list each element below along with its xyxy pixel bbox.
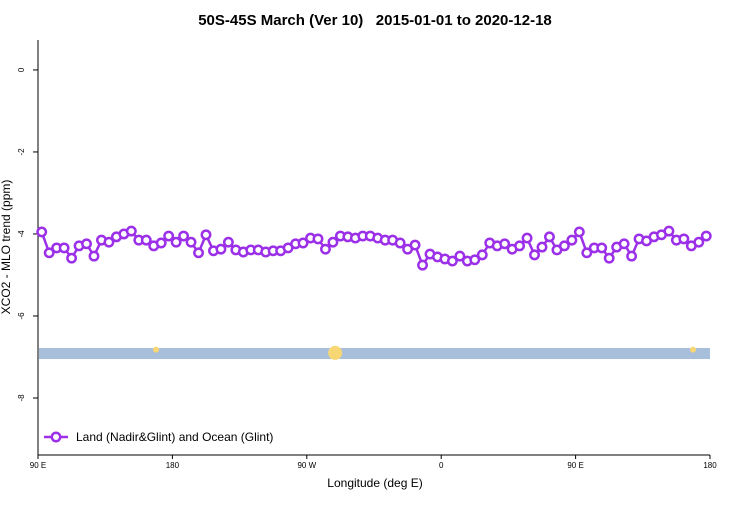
data-point [125, 225, 137, 237]
y-tick-label: 0 [17, 67, 26, 72]
data-point [678, 233, 690, 245]
data-point [155, 237, 167, 249]
data-point [66, 252, 78, 264]
coverage-spot [152, 346, 159, 353]
x-tick-label: 0 [439, 461, 444, 470]
data-point [476, 249, 488, 261]
data-point [446, 255, 458, 267]
data-point [312, 233, 324, 245]
data-point [88, 250, 100, 262]
data-point [536, 241, 548, 253]
data-point [558, 240, 570, 252]
y-axis-label: XCO2 - MLO trend (ppm) [0, 180, 13, 315]
data-point [454, 250, 466, 262]
x-tick-label: 180 [166, 461, 180, 470]
x-tick-label: 90 E [30, 461, 46, 470]
data-point [163, 230, 175, 242]
data-point [193, 247, 204, 259]
data-point [596, 242, 608, 254]
data-point [581, 247, 593, 259]
data-point [544, 231, 555, 243]
data-point [603, 252, 615, 264]
coverage-spot [328, 345, 343, 360]
chart-title: 50S-45S March (Ver 10) 2015-01-01 to 202… [198, 12, 552, 29]
data-point [566, 234, 578, 246]
data-point [663, 225, 675, 237]
data-point [618, 238, 630, 250]
data-point [58, 242, 70, 254]
y-tick-label: -8 [17, 394, 26, 402]
x-tick-label: 180 [703, 461, 717, 470]
data-point [693, 236, 705, 248]
data-point [320, 243, 331, 255]
data-point [409, 239, 421, 251]
data-point [529, 249, 540, 261]
data-point [469, 254, 481, 266]
y-tick-label: -2 [17, 148, 26, 156]
data-point [81, 238, 92, 250]
y-tick-label: -4 [17, 230, 26, 238]
legend-marker [50, 431, 62, 443]
data-point [626, 250, 638, 262]
data-point [43, 247, 55, 259]
data-point [178, 230, 190, 242]
data-point [394, 237, 406, 249]
data-point [514, 240, 526, 252]
data-point [185, 236, 197, 248]
x-tick-label: 90 E [567, 461, 583, 470]
data-point [573, 226, 585, 238]
data-point [700, 230, 712, 242]
x-tick-label: 90 W [297, 461, 316, 470]
data-point [222, 236, 234, 248]
data-point [140, 234, 152, 246]
data-point [215, 243, 227, 255]
data-point [103, 236, 115, 248]
data-point [36, 226, 48, 238]
coverage-band [39, 347, 710, 360]
legend-label: Land (Nadir&Glint) and Ocean (Glint) [76, 430, 273, 444]
x-axis-label: Longitude (deg E) [327, 476, 422, 490]
data-point [521, 232, 533, 244]
data-point [327, 236, 339, 248]
data-point [200, 229, 212, 241]
data-point [499, 238, 511, 250]
data-point [417, 259, 428, 271]
data-point [170, 236, 182, 248]
coverage-spot [689, 346, 696, 353]
data-point [297, 237, 309, 249]
y-tick-label: -6 [17, 312, 26, 320]
